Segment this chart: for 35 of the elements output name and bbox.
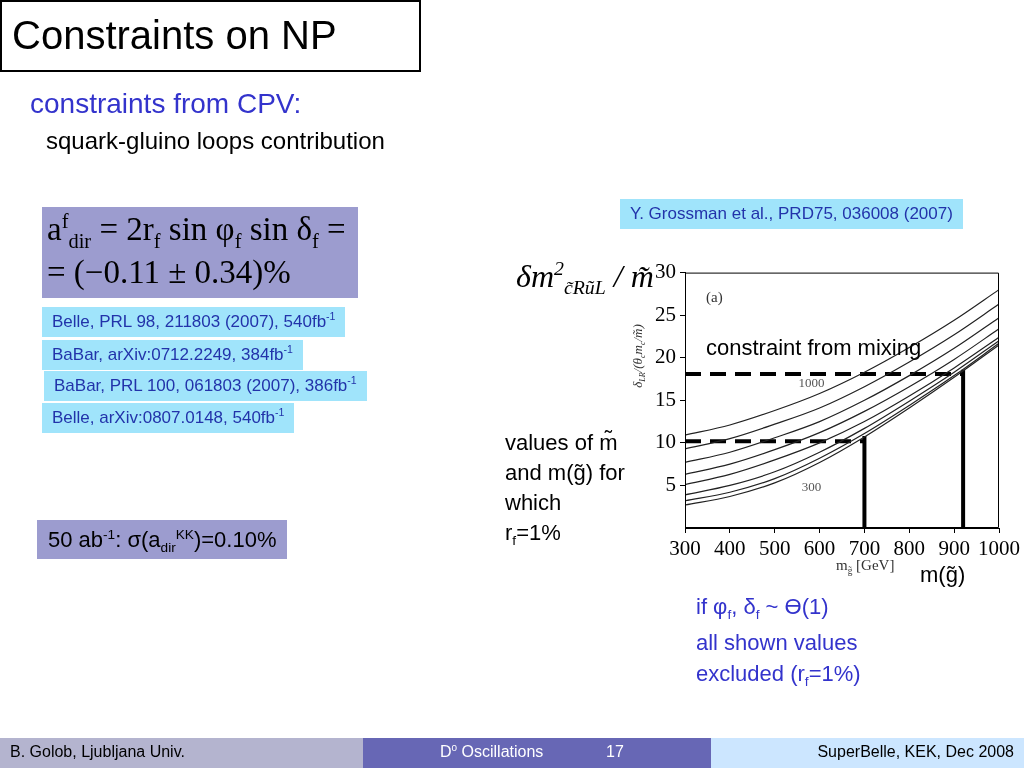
text: constraints from CPV: xyxy=(30,88,302,121)
text: D$^{0}$ Oscillations xyxy=(440,741,544,762)
series-label: 1000 xyxy=(798,374,825,390)
text: if φ$_{f}$, δ$_{f}$ ~ ϴ(1) xyxy=(696,594,829,623)
text: BaBar, arXiv:0712.2249, 384fb$^{-1}$ xyxy=(42,340,303,370)
text: SuperBelle, KEK, Dec 2008 xyxy=(817,743,1014,762)
text: δm$^{2}$$_{c̃RũL}$ / m̃ xyxy=(516,257,654,299)
x-tick-label: 500 xyxy=(758,536,791,561)
annotation: (a) xyxy=(706,289,723,307)
y-tick-label: 5 xyxy=(665,471,676,496)
y-tick-label: 20 xyxy=(655,344,676,369)
text: 17 xyxy=(606,743,624,762)
text: values of m̃ and m(g̃) for which r$_{f}$=1% xyxy=(505,429,626,549)
x-tick-label: 800 xyxy=(893,536,926,561)
x-tick-label: 300 xyxy=(669,536,701,561)
text: 50 ab$^{-1}$: σ(a$_{dir}$$^{KK}$)=0.10% xyxy=(37,520,288,560)
text: B. Golob, Ljubljana Univ. xyxy=(10,743,185,762)
y-tick-label: 25 xyxy=(655,301,676,326)
y-tick-label: 15 xyxy=(655,386,676,411)
x-tick-label: 400 xyxy=(714,536,746,561)
series-label: 300 xyxy=(801,478,822,494)
x-tick-label: 900 xyxy=(938,536,970,561)
text: BaBar, PRL 100, 061803 (2007), 386fb$^{-1}$ xyxy=(44,371,367,401)
y-tick-label: 10 xyxy=(655,429,676,454)
text: Constraints on NP xyxy=(12,12,337,58)
text: squark-gluino loops contribution xyxy=(46,127,385,155)
x-tick-label: 1000 xyxy=(978,536,1020,561)
text: Belle, arXiv:0807.0148, 540fb$^{-1}$ xyxy=(42,403,295,433)
text: all shown values excluded (r$_{f}$=1%) xyxy=(696,629,862,690)
text: Y. Grossman et al., PRD75, 036008 (2007) xyxy=(620,199,963,229)
text: a$^{f}$$_{dir}$ = 2r$_{f}$ sin φ$_{f}$ sin δ$_{f}$ = = (−0.11 ± 0.34)% xyxy=(47,210,346,290)
y-tick-label: 30 xyxy=(655,259,676,284)
text: m(g̃) xyxy=(920,562,966,588)
x-tick-label: 600 xyxy=(803,536,836,561)
text: Belle, PRL 98, 211803 (2007), 540fb$^{-1}$ xyxy=(42,307,346,337)
